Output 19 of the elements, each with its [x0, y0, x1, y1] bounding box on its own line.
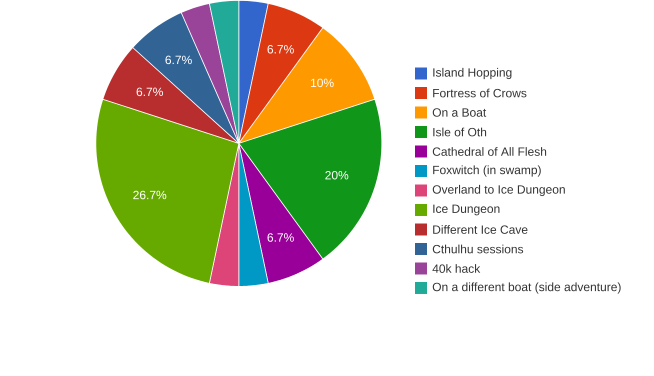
legend-label: Isle of Oth	[433, 127, 486, 136]
data-label: 6.7%	[136, 87, 163, 96]
legend-label: Cthulhu sessions	[432, 244, 524, 254]
data-label: 6.7%	[268, 233, 294, 242]
data-label: 6.7%	[268, 44, 294, 54]
legend-label: Island Hopping	[433, 68, 512, 79]
legend-label: Foxwitch (in swamp)	[433, 165, 541, 176]
legend-label: Fortress of Crows	[433, 88, 526, 98]
legend-label: Different Ice Cave	[433, 224, 528, 234]
legend-label: Cathedral of All Flesh	[432, 146, 546, 156]
data-label: 10%	[311, 78, 334, 87]
data-label: 20%	[325, 170, 348, 180]
legend-label: On a Boat	[432, 108, 486, 117]
legend-label: Overland to Ice Dungeon	[432, 184, 565, 196]
data-label: 26.7%	[133, 190, 166, 199]
data-label: 6.7%	[165, 55, 192, 64]
legend-label: On a different boat (side adventure)	[432, 282, 621, 294]
legend-label: Ice Dungeon	[433, 204, 500, 216]
legend-label: 40k hack	[432, 264, 480, 273]
